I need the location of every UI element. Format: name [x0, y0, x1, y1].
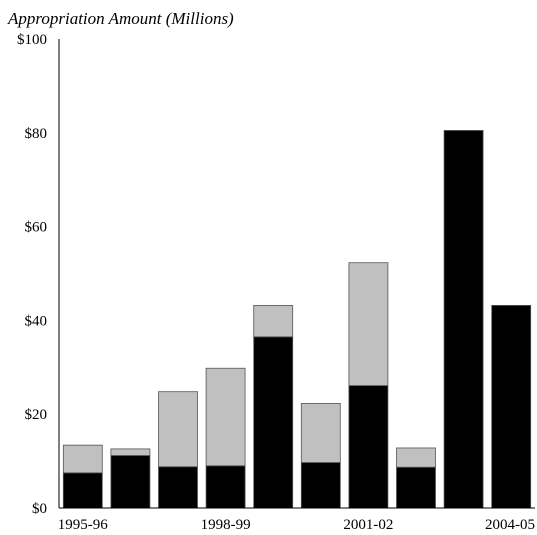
bar-segment-light — [205, 367, 246, 467]
y-axis-ticks: $0 $20 $40 $60 $80 $100 — [17, 32, 47, 517]
bar-segment-light — [158, 391, 198, 468]
x-tick-label: 2004-05 — [485, 517, 535, 533]
y-axis-title: Appropriation Amount (Millions) — [7, 9, 234, 28]
bar-segment-dark — [348, 385, 389, 509]
y-tick-label: $20 — [25, 407, 48, 423]
bar-segment-light — [110, 448, 151, 456]
bar-segment-dark — [443, 130, 484, 509]
bar-segment-light — [300, 403, 341, 463]
x-axis-ticks: 1995-96 1998-99 2001-02 2004-05 — [58, 517, 535, 533]
bar-segment-dark — [110, 455, 151, 509]
bar-segment-dark — [300, 462, 341, 509]
x-tick-label: 1995-96 — [58, 517, 108, 533]
x-tick-label: 1998-99 — [201, 517, 251, 533]
y-tick-label: $80 — [25, 126, 48, 142]
bar-segment-light — [62, 444, 103, 474]
x-tick-label: 2001-02 — [343, 517, 393, 533]
y-tick-label: $40 — [25, 313, 48, 329]
bar-segment-dark — [205, 465, 246, 509]
y-tick-label: $100 — [17, 32, 47, 48]
y-tick-label: $0 — [32, 501, 47, 517]
y-tick-label: $60 — [25, 220, 48, 236]
bar-segment-light — [348, 262, 389, 386]
bar-segment-dark — [491, 304, 532, 509]
bar-segment-dark — [253, 336, 294, 509]
bars — [62, 130, 532, 509]
bar-segment-light — [396, 447, 436, 468]
bar-segment-dark — [396, 466, 436, 509]
bar-segment-dark — [158, 466, 198, 509]
bar-segment-light — [253, 304, 294, 338]
bar-segment-dark — [62, 472, 103, 509]
